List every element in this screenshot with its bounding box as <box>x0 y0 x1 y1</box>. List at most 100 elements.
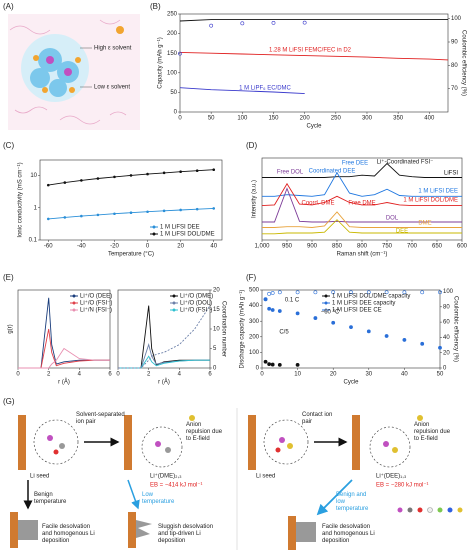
legend-label: 1 M LiFSI DEE <box>160 225 200 231</box>
legend-label: DEE <box>396 229 408 235</box>
y-tick-label: 100 <box>249 350 260 356</box>
g-text: Low temperature <box>142 492 175 505</box>
data-point <box>195 207 199 211</box>
data-point <box>270 308 275 312</box>
legend-label: 1 M LiFSI DEE capacity <box>332 301 395 307</box>
data-line <box>262 211 462 228</box>
data-line <box>118 305 211 369</box>
legend-marker <box>152 232 156 236</box>
x-tick-label: 0 <box>178 116 182 122</box>
g-text: Facile desolvation and homogenous Li depos… <box>322 524 375 544</box>
x-tick-label: -60 <box>44 244 53 250</box>
plot-frame <box>179 13 449 113</box>
x-tick-label: 0 <box>260 372 264 378</box>
x-tick-label: 0 <box>116 372 120 378</box>
y-tick-label: 300 <box>249 319 260 325</box>
data-point <box>96 213 100 217</box>
data-point <box>113 175 116 179</box>
legend-label: Li⁺/N (FSI⁻) <box>80 307 112 314</box>
x-tick-label: 150 <box>268 116 279 122</box>
legend-marker <box>324 294 328 298</box>
y2-tick-label: 100 <box>451 16 462 22</box>
g-text: EB = −280 kJ mol⁻¹ <box>376 483 429 489</box>
data-line <box>262 219 462 235</box>
x-axis-label: Cycle <box>306 124 322 130</box>
y-tick-label: 0 <box>174 110 178 116</box>
data-point <box>162 171 166 175</box>
legend-marker <box>324 308 328 312</box>
g-text: Sluggish desolvation and tip-driven Li dep… <box>158 524 213 544</box>
x-axis-label: r (Å) <box>58 379 70 386</box>
plot-frame <box>261 289 441 369</box>
data-point <box>162 209 166 213</box>
data-point <box>113 212 116 216</box>
x-tick-label: 750 <box>382 244 393 250</box>
y2-tick-label: 100 <box>443 289 454 295</box>
y2-axis-label: Coordination number <box>220 301 226 357</box>
legend-label: Li⁺/O (DOL) <box>180 300 212 307</box>
data-point <box>302 20 307 25</box>
data-point <box>331 290 336 295</box>
annotation: Free DEE <box>342 161 368 167</box>
data-point <box>271 20 276 25</box>
legend-label: DOL <box>386 216 399 222</box>
legend-label: 1 M LiFSI DEE <box>418 189 458 195</box>
x-tick-label: 40 <box>210 244 217 250</box>
panel-label: (B) <box>150 2 161 11</box>
x-tick-label: 50 <box>208 116 215 122</box>
panel-label: (D) <box>246 141 257 150</box>
x-tick-label: 20 <box>177 244 184 250</box>
x-tick-label: 100 <box>237 116 248 122</box>
x-tick-label: 2 <box>47 372 51 378</box>
data-point <box>240 21 245 26</box>
x-tick-label: 6 <box>108 372 112 378</box>
data-point <box>209 23 214 28</box>
g-text: Facile desolvation and homogenous Li depos… <box>42 524 95 544</box>
y2-axis-label: Coulombic efficiency (%) <box>452 296 458 362</box>
x-tick-label: 650 <box>432 244 443 250</box>
data-point <box>146 210 149 214</box>
y2-tick-label: 60 <box>443 320 450 326</box>
y-tick-label: 10 <box>30 173 37 179</box>
data-line <box>179 87 305 95</box>
data-point <box>267 306 272 311</box>
y-tick-label: 150 <box>167 51 178 57</box>
y-tick-label: 1 <box>34 205 38 211</box>
g-text: Li⁺(DEE)₁,₃ <box>376 473 407 480</box>
legend-marker <box>152 225 156 229</box>
data-line <box>48 169 214 186</box>
g-text: Li⁺(DME)₂,₃ <box>150 473 182 480</box>
legend-marker <box>72 308 76 312</box>
annotation: Free DOL <box>277 170 304 176</box>
y2-tick-label: 0 <box>213 366 217 372</box>
plot-frame <box>39 159 223 241</box>
y2-tick-label: 0 <box>443 366 447 372</box>
data-line <box>262 187 462 223</box>
data-point <box>277 309 282 313</box>
data-point <box>267 291 272 296</box>
y2-tick-label: 5 <box>213 346 217 352</box>
plot-frame <box>17 289 111 369</box>
data-point <box>263 297 268 302</box>
g-text: Benign temperature <box>34 492 67 505</box>
data-point <box>63 216 67 219</box>
y-tick-label: 200 <box>167 31 178 37</box>
y-axis-label: g(r) <box>8 324 14 333</box>
y2-tick-label: 40 <box>443 335 450 341</box>
data-point <box>46 217 50 221</box>
data-point <box>96 177 100 180</box>
g-text: Li seed <box>256 474 275 480</box>
g-text: Contact ion pair <box>302 412 332 425</box>
x-tick-label: 950 <box>282 244 293 250</box>
data-point <box>349 290 353 295</box>
data-point <box>366 290 371 295</box>
x-tick-label: 2 <box>147 372 151 378</box>
data-line <box>118 305 210 369</box>
x-axis-label: Cycle <box>343 380 359 386</box>
solvent-label: High ε solvent <box>94 46 132 52</box>
g-text: Li seed <box>30 474 49 480</box>
g-text: Solvent-separated ion pair <box>76 412 125 425</box>
data-point <box>46 183 50 187</box>
x-tick-label: 250 <box>331 116 342 122</box>
